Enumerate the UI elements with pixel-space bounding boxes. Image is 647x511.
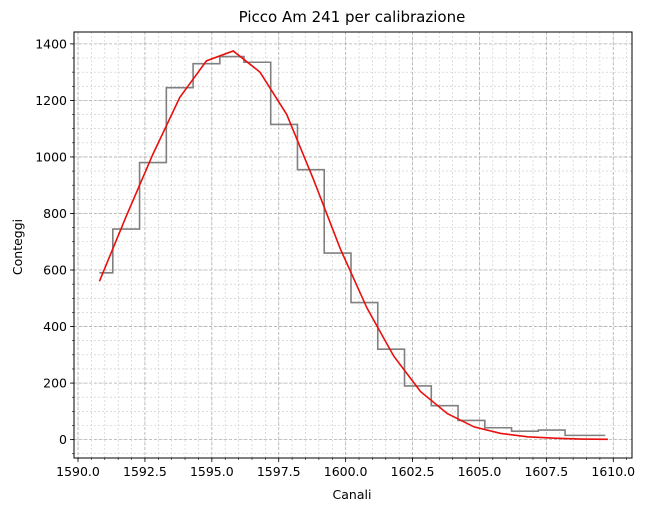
x-tick-label: 1610.0: [591, 464, 635, 479]
y-tick-label: 0: [59, 432, 67, 447]
ticks: 1590.0 1592.5 1595.0 1597.5 1600.0 1602.5 1605…: [35, 36, 635, 479]
x-tick-label: 1597.5: [257, 464, 301, 479]
x-tick-label: 1592.5: [123, 464, 167, 479]
y-tick-label: 200: [43, 376, 67, 391]
major-grid: [74, 32, 632, 458]
chart-title: Picco Am 241 per calibrazione: [239, 8, 466, 26]
x-tick-label: 1605.0: [458, 464, 502, 479]
series-layer: [98, 50, 608, 441]
x-axis-label: Canali: [333, 487, 372, 502]
x-tick-label: 1600.0: [324, 464, 368, 479]
y-tick-label: 600: [43, 263, 67, 278]
y-tick-label: 1400: [35, 36, 67, 51]
histogram-step-line: [99, 55, 606, 437]
fit-curve-line: [98, 50, 608, 441]
y-tick-label: 1000: [35, 149, 67, 164]
plot-frame: [73, 31, 633, 459]
x-tick-label: 1607.5: [524, 464, 568, 479]
y-tick-label: 400: [43, 319, 67, 334]
x-tick-label: 1590.0: [56, 464, 100, 479]
x-tick-label: 1595.0: [190, 464, 234, 479]
y-axis-label: Conteggi: [10, 219, 25, 275]
x-tick-label: 1602.5: [391, 464, 435, 479]
y-tick-label: 1200: [35, 93, 67, 108]
y-tick-label: 800: [43, 206, 67, 221]
